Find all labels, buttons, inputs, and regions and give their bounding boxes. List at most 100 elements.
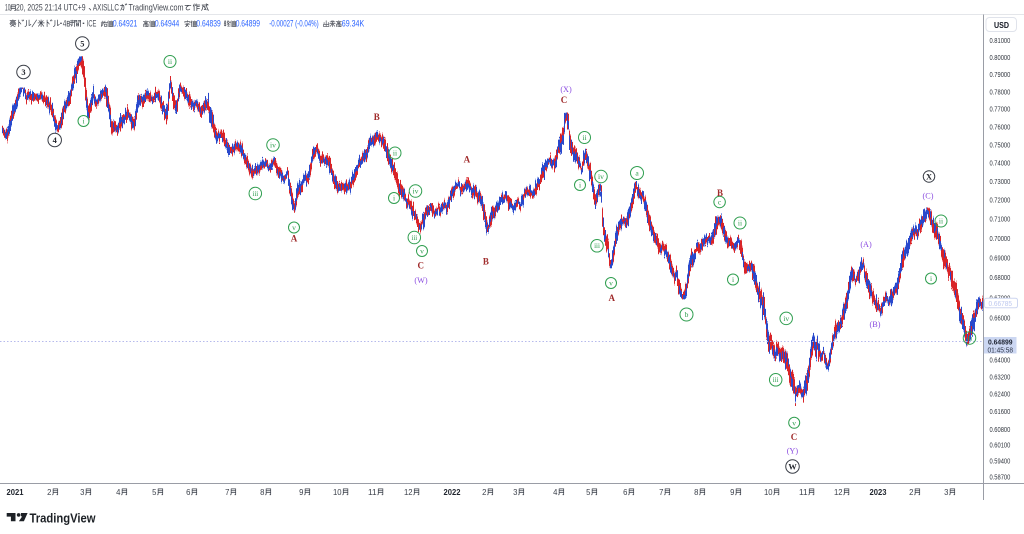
svg-text:C: C	[791, 432, 798, 442]
svg-text:(B): (B)	[870, 320, 881, 329]
svg-text:12: 12	[834, 488, 843, 497]
svg-text:0.66000: 0.66000	[990, 314, 1011, 323]
svg-text:0.59400: 0.59400	[990, 457, 1011, 466]
svg-text:v: v	[792, 418, 796, 427]
svg-text:0.80000: 0.80000	[990, 53, 1011, 62]
svg-text:0.73000: 0.73000	[990, 177, 1011, 186]
svg-text:ii: ii	[939, 217, 943, 226]
svg-text:4: 4	[53, 136, 58, 145]
svg-text:20, 2025 21:14 UTC+9: 20, 2025 21:14 UTC+9	[16, 3, 86, 13]
svg-text:10: 10	[5, 3, 10, 13]
svg-text:4: 4	[116, 488, 121, 497]
svg-text:ii: ii	[168, 57, 172, 66]
svg-text:(X): (X)	[560, 85, 572, 94]
svg-text:69.34K: 69.34K	[342, 19, 365, 30]
svg-text:a: a	[635, 169, 639, 178]
svg-text:0.69000: 0.69000	[990, 253, 1011, 262]
svg-text:0.62400: 0.62400	[990, 390, 1011, 399]
svg-text:3: 3	[21, 68, 25, 77]
svg-text:A: A	[291, 234, 298, 244]
svg-text:0.58700: 0.58700	[990, 473, 1011, 482]
svg-text:A: A	[609, 293, 616, 303]
svg-text:0.60800: 0.60800	[990, 425, 1011, 434]
svg-text:0.64839: 0.64839	[196, 19, 220, 30]
svg-text:(W): (W)	[414, 276, 427, 285]
svg-text:0.72000: 0.72000	[990, 196, 1011, 205]
svg-text:c: c	[718, 198, 722, 207]
svg-text:i: i	[393, 194, 395, 203]
svg-text:5: 5	[152, 488, 157, 497]
svg-text:iv: iv	[270, 141, 276, 150]
svg-text:TradingView: TradingView	[30, 511, 97, 526]
svg-text:0.64899: 0.64899	[236, 19, 260, 30]
svg-text:X: X	[926, 172, 932, 181]
svg-text:9: 9	[730, 488, 734, 497]
svg-text:B: B	[483, 257, 489, 267]
svg-text:W: W	[788, 462, 797, 471]
svg-text:iv: iv	[783, 314, 789, 323]
svg-text:ii: ii	[393, 149, 397, 158]
svg-text:v: v	[292, 223, 296, 232]
svg-text:iii: iii	[411, 234, 417, 242]
svg-text:i: i	[579, 181, 581, 190]
svg-text:0.66785: 0.66785	[989, 299, 1013, 308]
svg-text:b: b	[685, 310, 689, 319]
svg-text:2023: 2023	[870, 488, 888, 497]
svg-text:iii: iii	[773, 376, 779, 384]
svg-text:10: 10	[764, 488, 773, 497]
svg-text:7: 7	[225, 488, 229, 497]
svg-text:C: C	[417, 261, 424, 271]
svg-text:iii: iii	[967, 334, 973, 342]
svg-text:ICE: ICE	[87, 19, 97, 29]
svg-text:iv: iv	[598, 172, 604, 181]
svg-text:v: v	[420, 247, 424, 256]
svg-text:2: 2	[909, 488, 913, 497]
svg-text:i: i	[82, 117, 84, 126]
svg-text:0.64921: 0.64921	[113, 19, 137, 30]
svg-text:USD: USD	[994, 21, 1009, 30]
svg-text:0.64899: 0.64899	[988, 338, 1013, 347]
svg-text:2: 2	[482, 488, 486, 497]
svg-text:0.75000: 0.75000	[990, 140, 1011, 149]
svg-text:9: 9	[299, 488, 303, 497]
svg-text:8: 8	[260, 488, 264, 497]
svg-text:0.64944: 0.64944	[155, 19, 180, 30]
svg-text:v: v	[609, 279, 613, 288]
svg-text:8: 8	[694, 488, 698, 497]
svg-text:3: 3	[80, 488, 84, 497]
svg-text:11: 11	[799, 488, 808, 497]
svg-text:2022: 2022	[444, 488, 462, 497]
svg-text:10: 10	[333, 488, 342, 497]
svg-text:0.63200: 0.63200	[990, 372, 1011, 381]
svg-text:B: B	[374, 112, 380, 122]
svg-text:3: 3	[944, 488, 948, 497]
svg-text:0.79000: 0.79000	[990, 70, 1011, 79]
svg-text:3: 3	[513, 488, 517, 497]
svg-text:5: 5	[586, 488, 591, 497]
svg-text:ii: ii	[582, 133, 586, 142]
svg-text:0.70000: 0.70000	[990, 234, 1011, 243]
svg-text:B: B	[717, 188, 723, 198]
svg-text:0.64000: 0.64000	[990, 355, 1011, 364]
svg-text:0.77000: 0.77000	[990, 105, 1011, 114]
svg-text:C: C	[561, 95, 568, 105]
svg-text:7: 7	[659, 488, 663, 497]
svg-text:4: 4	[63, 18, 67, 29]
svg-text:iv: iv	[413, 187, 419, 196]
svg-text:0.68000: 0.68000	[990, 273, 1011, 282]
svg-text:ii: ii	[738, 219, 742, 228]
svg-text:0.74000: 0.74000	[990, 159, 1011, 168]
svg-text:4: 4	[553, 488, 558, 497]
svg-text:AXISLLC: AXISLLC	[93, 3, 119, 13]
svg-text:6: 6	[623, 488, 627, 497]
svg-text:i: i	[732, 275, 734, 284]
svg-text:TradingView.com: TradingView.com	[129, 3, 184, 13]
svg-text:0.78000: 0.78000	[990, 87, 1011, 96]
svg-text:0.60100: 0.60100	[990, 441, 1011, 450]
svg-text:(A): (A)	[860, 240, 872, 249]
svg-text:2: 2	[47, 488, 51, 497]
svg-text:0.81000: 0.81000	[990, 36, 1011, 45]
svg-text:11: 11	[368, 488, 377, 497]
svg-text:i: i	[930, 274, 932, 283]
svg-text:6: 6	[186, 488, 190, 497]
